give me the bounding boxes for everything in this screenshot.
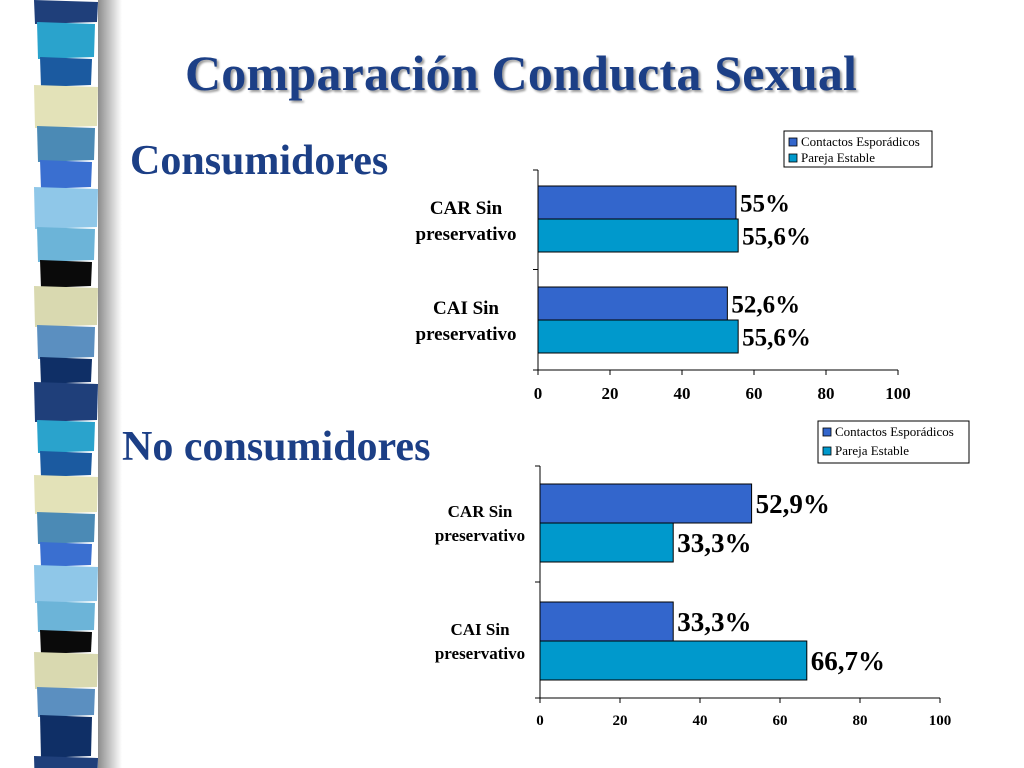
data-label: 66,7% — [811, 646, 885, 676]
bar-estable — [539, 522, 674, 563]
stripe-block — [40, 715, 92, 758]
legend-label: Pareja Estable — [801, 150, 875, 165]
x-tick-label: 20 — [602, 384, 619, 403]
data-label: 33,3% — [677, 607, 751, 637]
bar-esporadicos — [537, 185, 737, 220]
stripe-block — [37, 325, 95, 359]
legend: Contactos Esporádicos Pareja Estable — [817, 420, 970, 464]
bar-estable — [537, 319, 739, 354]
stripe-block — [34, 475, 98, 514]
stripe-block — [40, 630, 92, 654]
legend-swatch — [822, 427, 832, 437]
stripe-block — [40, 160, 92, 189]
x-tick-label: 80 — [853, 713, 868, 729]
bar-estable — [539, 640, 808, 681]
bar-estable — [537, 218, 739, 253]
stripe-block — [40, 57, 92, 87]
x-tick-label: 40 — [693, 713, 708, 729]
category-label: preservativo — [416, 324, 517, 345]
stripe-block — [37, 601, 95, 632]
legend-label: Contactos Esporádicos — [801, 134, 920, 149]
stripe-block — [40, 357, 92, 384]
legend-label: Contactos Esporádicos — [835, 424, 954, 439]
category-label: preservativo — [435, 526, 525, 545]
x-tick-label: 60 — [773, 713, 788, 729]
x-tick-label: 100 — [929, 713, 952, 729]
legend-box — [783, 130, 933, 168]
section-title-no-consumidores: No consumidores — [122, 424, 431, 470]
data-label: 52,9% — [756, 489, 830, 519]
stripe-block — [40, 260, 92, 288]
data-label: 52,6% — [731, 291, 800, 318]
stripe-block — [37, 227, 95, 262]
stripe-block — [34, 382, 98, 422]
legend-label: Pareja Estable — [835, 443, 909, 458]
stripe-block — [34, 85, 98, 128]
x-tick-label: 0 — [536, 713, 544, 729]
bar-esporadicos — [537, 286, 728, 321]
bar-esporadicos — [539, 483, 753, 524]
stripe-block — [34, 187, 98, 229]
x-tick-label: 40 — [674, 384, 691, 403]
category-label: CAR Sin — [448, 502, 513, 521]
x-tick-label: 100 — [885, 384, 911, 403]
category-label: CAI Sin — [450, 620, 510, 639]
page-title: Comparación Conducta Sexual — [185, 45, 858, 101]
data-label: 55,6% — [742, 324, 811, 351]
stripe-block — [34, 0, 98, 24]
stripe-block — [34, 565, 98, 603]
x-tick-label: 20 — [613, 713, 628, 729]
stripe-block — [37, 126, 95, 162]
stripe-block — [34, 652, 98, 689]
legend-swatch — [788, 153, 798, 163]
stripe-block — [37, 512, 95, 544]
bar-esporadicos — [539, 601, 674, 642]
x-tick-label: 0 — [534, 384, 543, 403]
category-label: preservativo — [435, 644, 525, 663]
x-tick-label: 80 — [818, 384, 835, 403]
category-label: CAI Sin — [433, 298, 499, 319]
legend-box — [817, 420, 970, 464]
stripe-block — [37, 22, 95, 59]
data-label: 33,3% — [677, 528, 751, 558]
data-label: 55% — [740, 190, 790, 217]
x-tick-label: 60 — [746, 384, 763, 403]
stripe-block — [40, 542, 92, 567]
stripe-block — [40, 451, 92, 477]
decorative-stripe — [0, 0, 130, 768]
stripe-block — [37, 420, 95, 453]
section-title-consumidores: Consumidores — [130, 138, 389, 184]
stripe-block — [37, 687, 95, 717]
legend-swatch — [788, 137, 798, 147]
stripe-block — [34, 756, 98, 768]
category-label: preservativo — [416, 224, 517, 245]
legend-swatch — [822, 446, 832, 456]
category-label: CAR Sin — [430, 198, 503, 219]
chart-1: 0 20 40 60 80 100 CAR Sin preservativo 55% 55,6% C… — [416, 130, 933, 403]
data-label: 55,6% — [742, 223, 811, 250]
stripe-block — [34, 286, 98, 327]
